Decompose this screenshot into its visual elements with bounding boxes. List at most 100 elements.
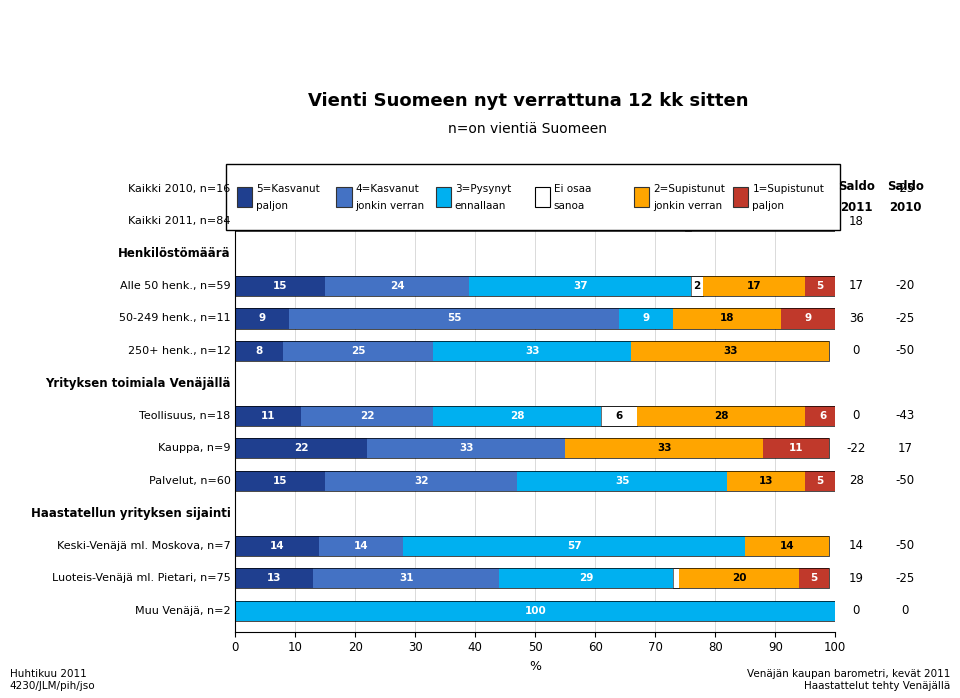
Bar <box>325 276 469 296</box>
Text: 8: 8 <box>255 346 263 356</box>
Bar <box>799 568 829 588</box>
Text: Huhtikuu 2011
4230/JLM/pih/jso: Huhtikuu 2011 4230/JLM/pih/jso <box>10 669 95 691</box>
Bar <box>235 276 835 296</box>
Bar <box>235 568 829 588</box>
Text: Haastatellun yrityksen sijainti: Haastatellun yrityksen sijainti <box>31 507 230 520</box>
Text: Muu Venäjä, n=2: Muu Venäjä, n=2 <box>134 606 230 616</box>
Text: 14: 14 <box>849 539 864 552</box>
Text: 32: 32 <box>414 476 428 486</box>
Text: 11: 11 <box>789 443 804 453</box>
Bar <box>433 406 601 426</box>
Bar <box>721 179 835 199</box>
Bar <box>235 276 325 296</box>
Text: 3=Pysynyt: 3=Pysynyt <box>455 184 511 194</box>
Bar <box>805 276 835 296</box>
Text: paljon: paljon <box>753 200 784 211</box>
Text: 20: 20 <box>732 573 747 583</box>
Text: 5=Kasvanut: 5=Kasvanut <box>256 184 320 194</box>
Text: 250+ henk., n=12: 250+ henk., n=12 <box>128 346 230 356</box>
Text: Alle 50 henk., n=59: Alle 50 henk., n=59 <box>120 281 230 291</box>
Text: -20: -20 <box>896 279 915 292</box>
Text: Vienti Suomeen nyt verrattuna 12 kk sitten: Vienti Suomeen nyt verrattuna 12 kk sitt… <box>308 92 748 110</box>
Bar <box>235 470 325 491</box>
Text: 37: 37 <box>573 281 588 291</box>
Text: 13: 13 <box>759 476 774 486</box>
Text: -25: -25 <box>896 312 915 325</box>
Text: 11: 11 <box>261 411 276 421</box>
Bar <box>235 600 835 621</box>
Bar <box>728 470 805 491</box>
Bar <box>673 568 680 588</box>
Text: 2011: 2011 <box>840 201 873 214</box>
Text: 19: 19 <box>285 184 300 193</box>
Text: 35: 35 <box>615 476 630 486</box>
Text: 6: 6 <box>615 411 623 421</box>
Bar <box>235 211 835 231</box>
Text: 33: 33 <box>723 346 737 356</box>
Bar <box>601 406 637 426</box>
Text: 100: 100 <box>524 606 546 616</box>
Text: 4=Kasvanut: 4=Kasvanut <box>355 184 420 194</box>
Text: 33: 33 <box>579 216 593 226</box>
Text: 22: 22 <box>294 443 308 453</box>
Text: 15: 15 <box>273 281 287 291</box>
Text: 14: 14 <box>354 541 369 551</box>
Text: 9: 9 <box>642 313 650 323</box>
Bar <box>235 406 841 426</box>
Bar <box>781 309 835 329</box>
Text: 15: 15 <box>273 476 287 486</box>
Text: Saldo: Saldo <box>838 180 875 193</box>
Text: 2: 2 <box>693 281 701 291</box>
Bar <box>325 470 517 491</box>
Text: 0: 0 <box>901 604 909 617</box>
Bar <box>805 211 835 231</box>
Text: ennallaan: ennallaan <box>455 200 506 211</box>
Bar <box>235 438 367 459</box>
Bar <box>565 438 763 459</box>
Text: jonkin verran: jonkin verran <box>355 200 424 211</box>
Text: -50: -50 <box>896 344 915 357</box>
Bar <box>313 568 499 588</box>
Bar <box>619 309 673 329</box>
Bar <box>289 309 619 329</box>
Bar <box>301 406 433 426</box>
Bar <box>703 276 805 296</box>
Bar <box>349 179 536 199</box>
Text: -50: -50 <box>896 539 915 552</box>
Bar <box>235 535 319 556</box>
Text: 19: 19 <box>741 216 756 226</box>
Text: Kaikki 2010, n=16: Kaikki 2010, n=16 <box>128 184 230 193</box>
Text: n=on vientiä Suomeen: n=on vientiä Suomeen <box>448 122 608 136</box>
Bar <box>367 438 565 459</box>
Text: 0: 0 <box>852 344 860 357</box>
Text: -22: -22 <box>847 442 866 455</box>
Bar <box>469 276 691 296</box>
Text: 33: 33 <box>525 346 540 356</box>
Bar <box>235 341 283 361</box>
Text: 5: 5 <box>810 573 818 583</box>
Text: 0: 0 <box>852 604 860 617</box>
Text: 17: 17 <box>747 281 761 291</box>
Text: 18: 18 <box>849 214 864 228</box>
Bar <box>691 211 805 231</box>
Bar <box>403 535 745 556</box>
Text: 24: 24 <box>390 281 404 291</box>
Bar <box>235 309 289 329</box>
Bar <box>571 179 721 199</box>
Text: 13: 13 <box>267 573 281 583</box>
Bar <box>235 179 835 199</box>
Text: 22: 22 <box>360 411 374 421</box>
Bar <box>487 211 685 231</box>
Text: Luoteis-Venäjä ml. Pietari, n=75: Luoteis-Venäjä ml. Pietari, n=75 <box>52 573 230 583</box>
Text: 5: 5 <box>817 476 824 486</box>
Text: 0: 0 <box>852 409 860 422</box>
Bar <box>319 535 403 556</box>
Text: 17: 17 <box>898 442 913 455</box>
Text: Venäjän kaupan barometri, kevät 2011
Haastattelut tehty Venäjällä: Venäjän kaupan barometri, kevät 2011 Haa… <box>747 669 950 691</box>
Text: Yrityksen toimiala Venäjällä: Yrityksen toimiala Venäjällä <box>45 377 230 390</box>
Text: 28: 28 <box>714 411 729 421</box>
Bar <box>637 406 805 426</box>
Text: 33: 33 <box>459 443 473 453</box>
Text: Kaikki 2011, n=84: Kaikki 2011, n=84 <box>128 216 230 226</box>
Text: -50: -50 <box>896 474 915 487</box>
